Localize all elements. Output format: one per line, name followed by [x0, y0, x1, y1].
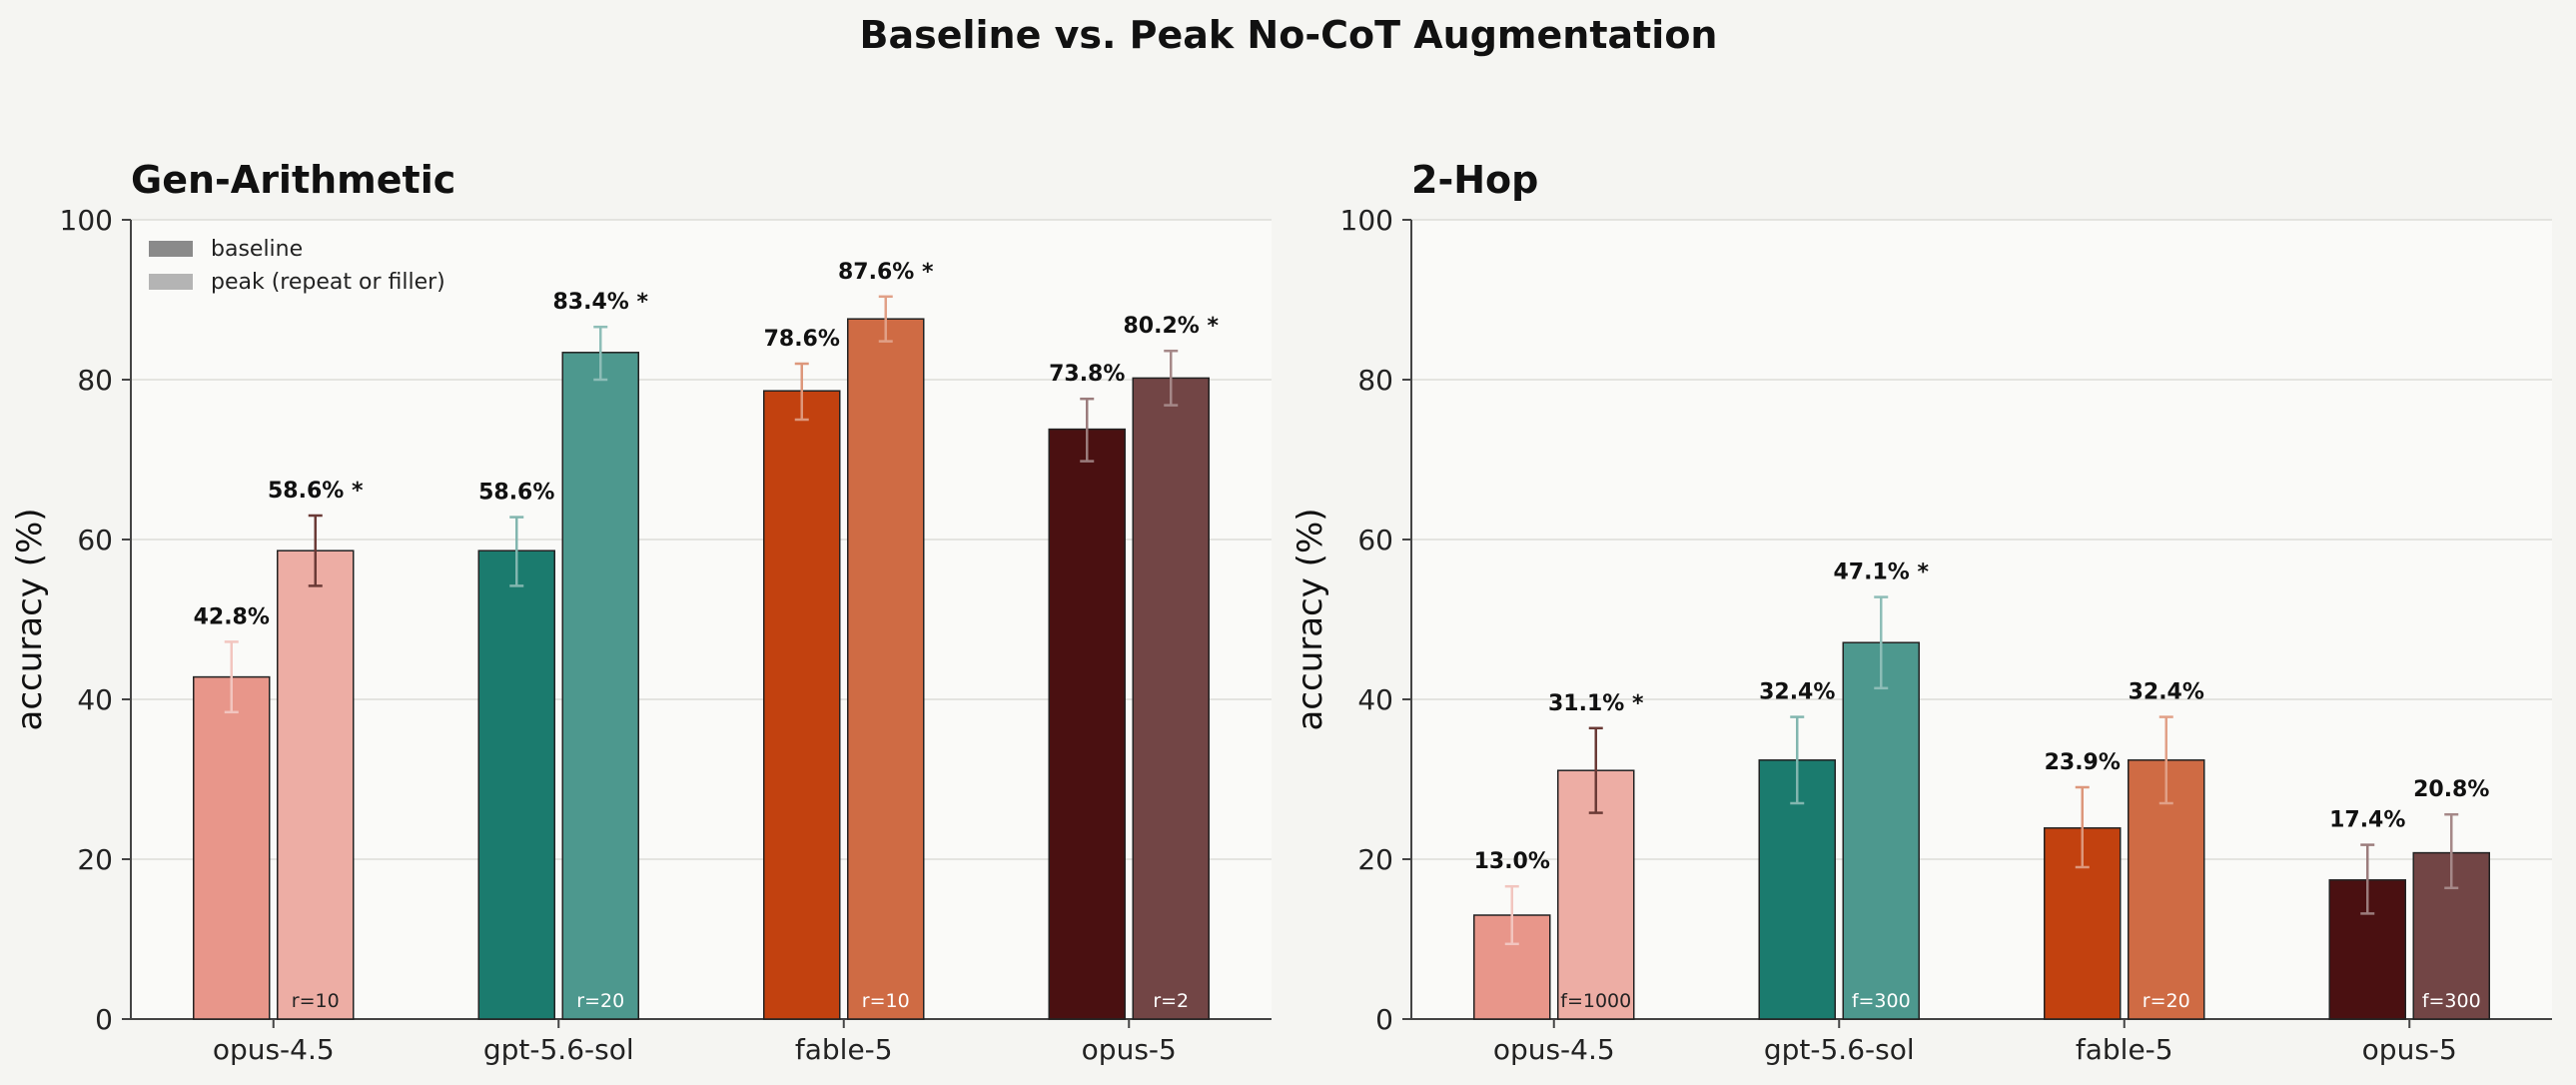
error-bar [224, 640, 239, 714]
setting-label: r=2 [1153, 990, 1189, 1012]
bar-peak [561, 352, 639, 1020]
error-bar [1164, 349, 1179, 407]
error-bar [794, 362, 809, 422]
data-label: 87.6% * [838, 260, 934, 285]
error-bar [1588, 726, 1603, 814]
y-tick-label: 40 [1357, 683, 1393, 716]
data-label: 20.8% [2413, 777, 2489, 802]
data-label: 42.8% [194, 604, 270, 629]
legend-swatch-baseline [149, 241, 193, 257]
error-bar [2158, 715, 2173, 805]
error-bar [1080, 397, 1095, 463]
setting-label: f=300 [1852, 990, 1911, 1012]
legend-label-peak: peak (repeat or filler) [211, 270, 445, 295]
panel-title: Gen-Arithmetic [131, 158, 455, 202]
error-bar [593, 325, 608, 382]
x-tick-label: fable-5 [2076, 1033, 2173, 1066]
data-label: 17.4% [2329, 808, 2405, 833]
y-tick-label: 20 [1357, 843, 1393, 876]
setting-label: f=300 [2422, 990, 2481, 1012]
error-bar [1874, 595, 1889, 690]
y-tick-label: 100 [60, 204, 113, 237]
bar-peak [847, 318, 925, 1020]
y-tick-label: 0 [1375, 1003, 1393, 1036]
error-bar [2360, 843, 2375, 915]
y-tick-label: 0 [95, 1003, 113, 1036]
data-label: 23.9% [2045, 750, 2121, 775]
y-tick-label: 100 [1340, 204, 1393, 237]
data-label: 83.4% * [553, 290, 649, 315]
data-label: 78.6% [764, 327, 840, 352]
bar-peak [277, 549, 355, 1020]
error-bar [2075, 785, 2090, 869]
x-tick-label: opus-4.5 [213, 1033, 335, 1066]
error-bar [2444, 812, 2459, 890]
x-tick-label: gpt-5.6-sol [483, 1033, 634, 1066]
bar-baseline [193, 675, 271, 1020]
data-label: 58.6% [478, 481, 554, 506]
data-label: 58.6% * [268, 479, 364, 504]
y-axis-label: accuracy (%) [1290, 508, 1330, 730]
x-tick-label: gpt-5.6-sol [1764, 1033, 1915, 1066]
x-tick-label: opus-5 [1082, 1033, 1177, 1066]
y-tick-label: 40 [77, 683, 113, 716]
data-label: 32.4% [1759, 680, 1835, 705]
setting-label: r=20 [576, 990, 624, 1012]
y-tick-label: 80 [77, 364, 113, 397]
data-label: 47.1% * [1834, 560, 1930, 585]
setting-label: r=20 [2143, 990, 2190, 1012]
error-bar [308, 514, 323, 587]
x-tick-label: opus-4.5 [1493, 1033, 1615, 1066]
y-tick-label: 60 [1357, 524, 1393, 556]
error-bar [1790, 715, 1805, 805]
setting-label: r=10 [292, 990, 340, 1012]
y-axis-label: accuracy (%) [10, 508, 50, 730]
data-label: 13.0% [1474, 849, 1550, 874]
chart-panel-2: 0 20 40 60 80 100 2-Hop accuracy (%) opus-4.5 13.… [1290, 158, 2552, 1066]
setting-label: f=1000 [1560, 990, 1631, 1012]
data-label: 31.1% * [1548, 691, 1644, 716]
chart-panel-1: 0 20 40 60 80 100 Gen-Arithmetic accuracy (%) op… [10, 158, 1272, 1066]
legend: baseline peak (repeat or filler) [149, 237, 445, 295]
y-tick-label: 80 [1357, 364, 1393, 397]
bar-baseline [477, 549, 555, 1020]
error-bar [509, 516, 524, 587]
y-tick-label: 60 [77, 524, 113, 556]
bar-peak [1132, 377, 1210, 1020]
setting-label: r=10 [862, 990, 910, 1012]
legend-swatch-peak [149, 274, 193, 290]
panel-title: 2-Hop [1411, 158, 1538, 202]
bar-baseline [1048, 428, 1126, 1020]
x-tick-label: fable-5 [795, 1033, 893, 1066]
error-bar [878, 295, 893, 343]
bar-peak [1842, 641, 1920, 1020]
bar-baseline [763, 390, 841, 1020]
figure-title: Baseline vs. Peak No-CoT Augmentation [860, 13, 1718, 57]
error-bar [1504, 884, 1519, 946]
data-label: 80.2% * [1124, 314, 1220, 339]
x-tick-label: opus-5 [2362, 1033, 2457, 1066]
legend-label-baseline: baseline [211, 237, 303, 262]
data-label: 73.8% [1049, 362, 1125, 387]
data-label: 32.4% [2129, 680, 2204, 705]
y-tick-label: 20 [77, 843, 113, 876]
